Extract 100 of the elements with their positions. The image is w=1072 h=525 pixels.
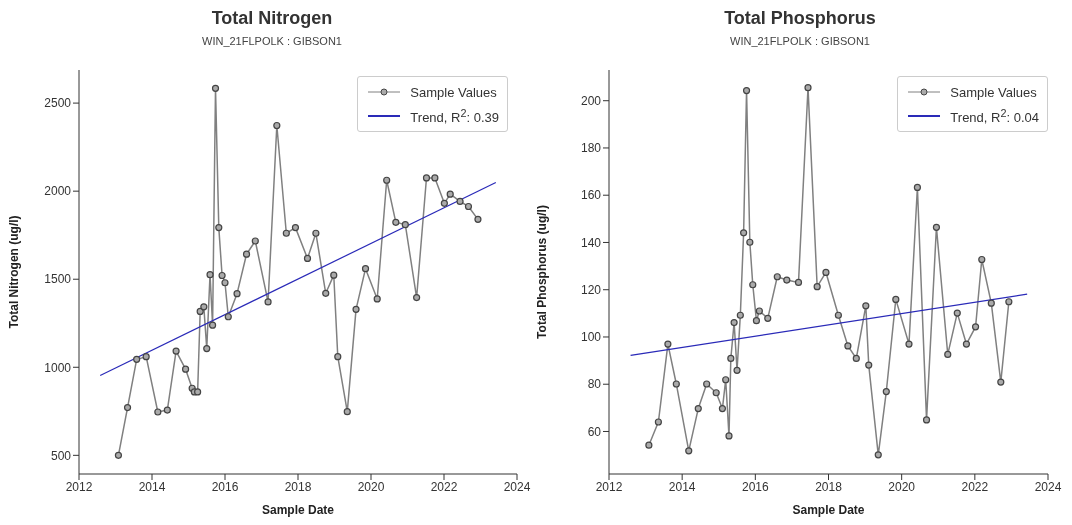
point bbox=[882, 387, 890, 396]
point bbox=[844, 342, 852, 350]
point bbox=[123, 404, 132, 412]
point bbox=[233, 290, 241, 298]
chart-subtitle: WIN_21FLPOLK : GIBSON1 bbox=[729, 35, 871, 47]
point bbox=[874, 451, 882, 459]
point bbox=[730, 318, 738, 327]
point bbox=[242, 250, 251, 258]
point bbox=[664, 340, 672, 348]
point bbox=[303, 254, 312, 263]
point bbox=[431, 174, 439, 182]
legend-label: Sample Values bbox=[950, 84, 1037, 100]
legend-label: Trend, R$^{2}$: 0.04 bbox=[950, 106, 1039, 126]
x-tick-label: 2024 bbox=[1034, 479, 1062, 494]
x-tick-label: 2024 bbox=[503, 479, 531, 494]
point bbox=[154, 408, 162, 416]
x-tick-label: 2014 bbox=[138, 479, 166, 494]
legend-label: Trend, R$^{2}$: 0.39 bbox=[410, 106, 499, 126]
point bbox=[725, 432, 733, 440]
point bbox=[727, 354, 735, 363]
point bbox=[224, 313, 232, 321]
point bbox=[749, 281, 757, 289]
chart-subtitle: WIN_21FLPOLK : GIBSON1 bbox=[201, 35, 343, 47]
point bbox=[312, 229, 320, 237]
point bbox=[330, 271, 338, 279]
point bbox=[343, 408, 351, 416]
point bbox=[685, 447, 693, 455]
point bbox=[194, 388, 202, 396]
y-tick-label: 120 bbox=[580, 282, 602, 297]
y-tick-label: 180 bbox=[580, 141, 602, 156]
x-tick-label: 2020 bbox=[888, 479, 916, 494]
y-tick-label: 140 bbox=[580, 235, 602, 250]
x-axis-title: Sample Date bbox=[792, 503, 865, 517]
point bbox=[733, 366, 741, 374]
x-tick-label: 2016 bbox=[741, 479, 769, 494]
point bbox=[172, 347, 180, 355]
point bbox=[752, 317, 761, 325]
point bbox=[114, 451, 123, 459]
y-tick-label: 60 bbox=[587, 424, 602, 439]
point bbox=[282, 229, 290, 237]
point bbox=[401, 221, 409, 229]
point bbox=[932, 223, 941, 231]
point bbox=[273, 121, 281, 130]
point bbox=[464, 202, 473, 211]
point bbox=[962, 340, 971, 348]
point bbox=[196, 307, 204, 316]
point bbox=[672, 380, 680, 388]
point bbox=[865, 361, 873, 369]
y-tick-label: 500 bbox=[50, 448, 72, 463]
point bbox=[142, 353, 150, 361]
point bbox=[361, 265, 370, 273]
point bbox=[383, 176, 391, 184]
point bbox=[413, 293, 421, 302]
point bbox=[334, 353, 342, 361]
x-tick-label: 2018 bbox=[284, 479, 312, 494]
point bbox=[794, 278, 803, 286]
y-tick-label: 2000 bbox=[44, 184, 72, 199]
y-axis-title: Total Phosphorus (ug/l) bbox=[535, 205, 550, 339]
point bbox=[264, 298, 272, 306]
point bbox=[218, 271, 226, 280]
point bbox=[474, 215, 482, 223]
point bbox=[456, 197, 464, 205]
point bbox=[834, 311, 842, 319]
point bbox=[251, 237, 259, 245]
point bbox=[163, 406, 171, 414]
x-tick-label: 2012 bbox=[595, 479, 623, 494]
point bbox=[862, 302, 870, 310]
x-tick-label: 2012 bbox=[65, 479, 93, 494]
y-tick-label: 2500 bbox=[44, 96, 72, 111]
point bbox=[206, 271, 214, 279]
y-tick-label: 80 bbox=[587, 377, 602, 392]
point bbox=[913, 183, 921, 192]
x-tick-label: 2018 bbox=[815, 479, 843, 494]
y-axis-title: Total Nitrogen (ug/l) bbox=[7, 215, 22, 329]
point bbox=[746, 238, 754, 246]
point bbox=[852, 354, 860, 363]
point bbox=[654, 418, 662, 426]
point bbox=[703, 380, 711, 388]
y-tick-label: 1000 bbox=[44, 360, 72, 375]
point bbox=[352, 305, 360, 313]
y-tick-label: 160 bbox=[580, 188, 602, 203]
x-tick-label: 2022 bbox=[961, 479, 989, 494]
point bbox=[446, 190, 454, 198]
point bbox=[997, 378, 1005, 386]
point bbox=[373, 295, 381, 303]
point bbox=[892, 295, 900, 304]
point bbox=[203, 345, 211, 353]
point bbox=[211, 84, 220, 92]
point bbox=[953, 309, 961, 317]
point bbox=[773, 273, 781, 281]
point bbox=[291, 224, 300, 232]
legend-label: Sample Values bbox=[410, 84, 497, 100]
point bbox=[783, 276, 791, 284]
point bbox=[922, 416, 931, 424]
point bbox=[215, 224, 223, 232]
point bbox=[694, 404, 702, 413]
x-tick-label: 2022 bbox=[430, 479, 458, 494]
x-tick-label: 2016 bbox=[211, 479, 239, 494]
point bbox=[133, 355, 141, 363]
chart-title: Total Nitrogen bbox=[210, 8, 334, 29]
